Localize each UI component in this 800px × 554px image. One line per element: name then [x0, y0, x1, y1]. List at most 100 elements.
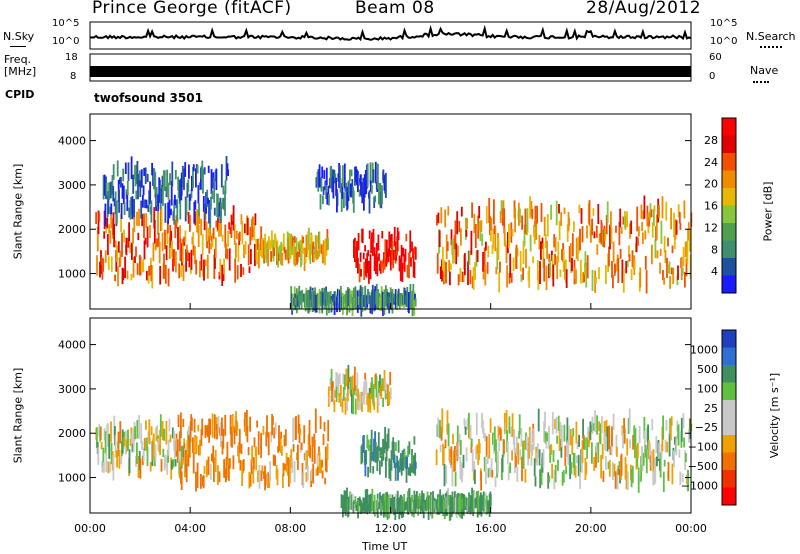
velocity-cell: [303, 425, 306, 444]
power-cell: [180, 265, 183, 277]
power-cell: [364, 245, 366, 252]
power-cell: [167, 202, 169, 224]
velocity-cell: [210, 453, 213, 462]
power-cell: [590, 230, 592, 243]
velocity-cell: [459, 440, 462, 456]
velocity-cell: [576, 441, 579, 450]
velocity-cell: [395, 494, 397, 509]
power-cell: [622, 216, 625, 225]
velocity-cell: [324, 446, 327, 472]
power-cell: [368, 230, 371, 239]
power-cell: [649, 203, 652, 219]
velocity-cell: [346, 393, 348, 412]
velocity-cell: [203, 466, 206, 474]
velocity-cell: [272, 454, 275, 466]
noise-sky-label: N.Sky: [3, 30, 35, 43]
velocity-cell: [637, 467, 640, 493]
velocity-cell: [370, 429, 373, 455]
velocity-cells: [95, 364, 693, 522]
power-cell: [195, 259, 198, 275]
velocity-cell: [634, 433, 636, 459]
power-cell: [618, 221, 621, 246]
power-cell: [470, 230, 473, 255]
power-cell: [160, 188, 163, 204]
power-cell: [200, 254, 203, 271]
velocity-cell: [217, 416, 220, 433]
power-cell: [624, 215, 627, 230]
power-cell: [485, 241, 487, 251]
velocity-cell: [408, 488, 411, 512]
velocity-cell: [509, 462, 512, 474]
power-cell: [221, 197, 224, 209]
power-cell: [107, 191, 110, 214]
velocity-cell: [366, 488, 369, 515]
velocity-x-axis: 00:00 04:00 08:00 12:00 16:00 20:00 00:00: [74, 303, 707, 535]
velocity-cell: [338, 393, 341, 403]
velocity-cell: [160, 459, 163, 472]
power-cell: [385, 285, 387, 307]
velocity-cell: [317, 466, 319, 476]
velocity-cell: [296, 452, 298, 461]
velocity-cell: [457, 442, 460, 460]
power-cell: [651, 222, 654, 238]
velocity-cell: [688, 428, 690, 443]
power-cell: [549, 259, 551, 277]
velocity-cell: [200, 429, 203, 446]
power-cell: [167, 220, 169, 234]
power-cell: [210, 196, 212, 210]
power-cell: [595, 276, 597, 284]
power-cell: [112, 164, 115, 180]
power-cell: [403, 260, 406, 272]
velocity-cell: [194, 435, 196, 455]
power-cell: [166, 169, 168, 195]
power-cell: [645, 270, 648, 294]
velocity-cell: [687, 470, 689, 492]
power-cell: [388, 231, 391, 257]
noise-left-tick-bottom: 10^0: [52, 36, 80, 47]
velocity-cell: [303, 453, 306, 461]
velocity-cell: [326, 443, 329, 461]
velocity-cell: [464, 496, 467, 507]
power-cell: [124, 162, 127, 174]
power-cell: [474, 224, 477, 248]
power-cell: [488, 198, 491, 223]
power-cell: [202, 168, 204, 194]
power-cell: [664, 250, 667, 264]
power-cell: [188, 164, 190, 179]
velocity-cell: [387, 428, 390, 449]
power-cell: [333, 291, 336, 315]
power-cell: [598, 267, 600, 280]
power-cell: [331, 177, 334, 193]
velocity-cell: [327, 420, 330, 442]
velocity-cell: [139, 458, 142, 479]
velocity-cell: [134, 426, 136, 440]
power-cell: [577, 236, 580, 254]
velocity-cell: [384, 379, 387, 400]
power-cell: [221, 264, 224, 286]
velocity-cell: [638, 426, 641, 444]
colorbar-swatch: [722, 452, 736, 470]
power-cell: [581, 226, 584, 243]
velocity-cell: [267, 432, 270, 456]
velocity-cell: [265, 431, 268, 447]
power-cell: [148, 265, 151, 276]
power-cell: [653, 208, 655, 227]
xtick-label: 12:00: [375, 522, 407, 535]
power-cell: [484, 265, 487, 286]
power-cell: [128, 222, 130, 242]
power-cell: [124, 256, 126, 278]
velocity-cell: [276, 468, 279, 486]
power-cell: [175, 251, 177, 273]
power-cell: [96, 226, 99, 252]
velocity-cell: [202, 475, 205, 489]
power-cell: [682, 247, 685, 267]
power-cell: [593, 231, 596, 239]
power-cell: [414, 247, 417, 260]
velocity-cell: [506, 441, 509, 465]
velocity-cell: [263, 471, 265, 479]
power-cell: [102, 258, 105, 272]
velocity-cell: [361, 444, 364, 463]
velocity-cell: [260, 470, 263, 482]
power-cell: [382, 292, 384, 316]
